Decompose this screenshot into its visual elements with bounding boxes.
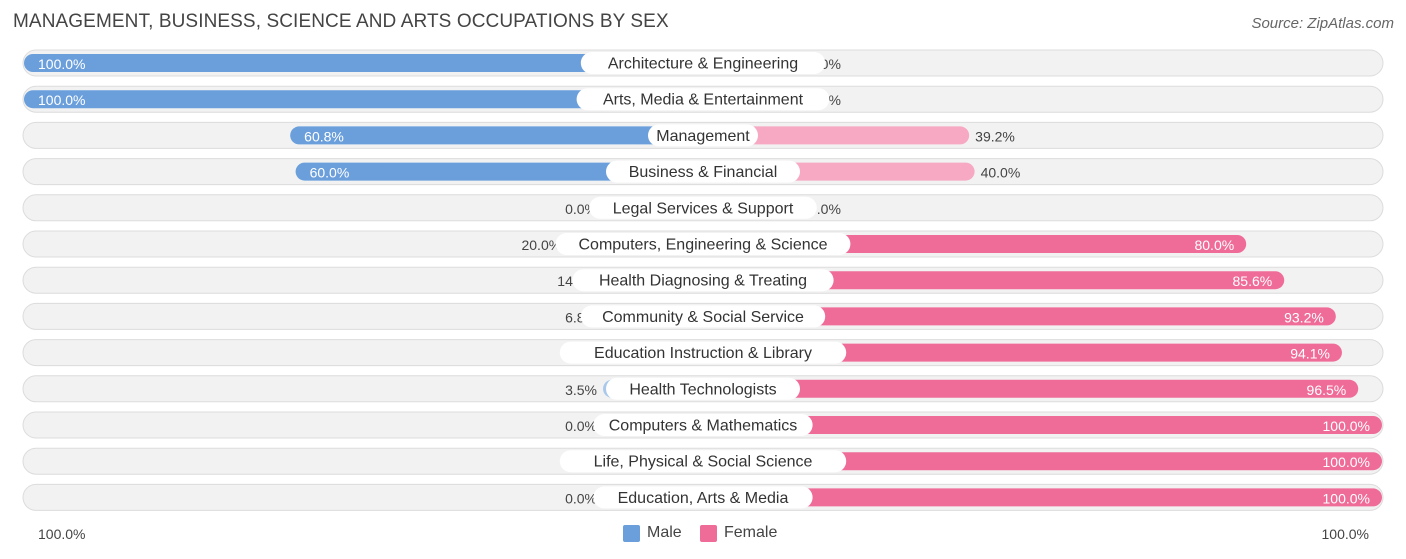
bar-male: [24, 90, 703, 109]
chart-title: MANAGEMENT, BUSINESS, SCIENCE AND ARTS O…: [13, 11, 669, 32]
value-label-female: 39.2%: [975, 128, 1015, 144]
value-label-female: 100.0%: [1323, 418, 1370, 434]
category-pill: [589, 196, 817, 219]
value-label-male: 20.0%: [521, 237, 561, 253]
category-pill: [576, 88, 830, 111]
category-pill: [559, 341, 847, 364]
value-label-male: 60.0%: [310, 165, 350, 181]
bar-female: [703, 307, 1336, 326]
category-label: Health Technologists: [629, 381, 776, 398]
value-label-female: 94.1%: [1290, 346, 1330, 362]
category-label: Education Instruction & Library: [594, 345, 812, 362]
value-label-male: 100.0%: [38, 56, 85, 72]
value-label-male: 0.0%: [565, 490, 597, 506]
category-label: Education, Arts & Media: [618, 490, 789, 507]
legend-item-male: Male: [623, 524, 682, 542]
category-pill: [606, 377, 800, 400]
value-label-male: 0.0%: [565, 201, 597, 217]
category-label: Legal Services & Support: [613, 200, 794, 217]
value-label-female: 93.2%: [1284, 309, 1324, 325]
category-pill: [559, 450, 847, 473]
value-label-male: 60.8%: [304, 128, 344, 144]
value-label-female: 40.0%: [981, 165, 1021, 181]
value-label-male: 100.0%: [38, 92, 85, 108]
category-label: Health Diagnosing & Treating: [599, 273, 807, 290]
category-pill: [648, 124, 758, 147]
source-label: Source: ZipAtlas.com: [1251, 15, 1394, 32]
bar-female: [703, 126, 970, 145]
category-pill: [580, 52, 826, 74]
bar-female: [703, 343, 1342, 362]
category-pill: [555, 233, 851, 255]
value-label-female: 85.6%: [1233, 273, 1273, 289]
bar-female: [703, 379, 1359, 398]
chart-plot: 100.0% 0.0% Architecture & Engineering 100.…: [22, 49, 1384, 511]
bar-female: [703, 488, 1382, 507]
value-label-female: 100.0%: [1323, 454, 1370, 470]
bar-male: [24, 54, 703, 72]
bar-female: [703, 452, 1382, 471]
category-pill: [593, 486, 813, 509]
axis-left-label: 100.0%: [38, 526, 86, 542]
category-pill: [593, 414, 813, 436]
legend-label-female: Female: [724, 524, 778, 541]
value-label-male: 0.0%: [565, 418, 597, 434]
legend-label-male: Male: [647, 524, 682, 541]
bar-male: [295, 162, 703, 181]
category-label: Arts, Media & Entertainment: [603, 92, 804, 109]
category-label: Computers, Engineering & Science: [578, 237, 827, 254]
value-label-male: 3.5%: [565, 382, 597, 398]
value-label-female: 80.0%: [1194, 237, 1234, 253]
category-label: Management: [656, 128, 750, 145]
legend-item-female: Female: [700, 524, 777, 542]
category-pill: [606, 160, 800, 183]
category-pill: [572, 269, 834, 292]
category-label: Community & Social Service: [602, 309, 804, 326]
axis-right-label: 100.0%: [1321, 526, 1369, 542]
value-label-female: 96.5%: [1307, 382, 1347, 398]
category-label: Computers & Mathematics: [609, 418, 798, 435]
bar-male: [290, 126, 703, 145]
value-label-female: 100.0%: [1323, 490, 1370, 506]
category-label: Life, Physical & Social Science: [594, 454, 813, 471]
legend-swatch-female: [700, 524, 717, 542]
bar-female: [703, 416, 1382, 434]
category-label: Architecture & Engineering: [608, 56, 798, 73]
category-pill: [580, 305, 826, 328]
legend-swatch-male: [623, 524, 640, 542]
bar-female: [703, 271, 1285, 290]
value-label-female: 0.0%: [809, 201, 841, 217]
category-label: Business & Financial: [629, 164, 778, 181]
legend: Male Female: [0, 524, 1406, 546]
